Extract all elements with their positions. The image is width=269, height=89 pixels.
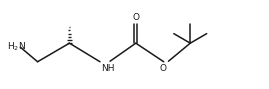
Text: NH: NH	[101, 64, 115, 73]
Text: $\mathregular{H_2N}$: $\mathregular{H_2N}$	[6, 41, 26, 53]
Text: O: O	[160, 64, 167, 73]
Text: O: O	[132, 13, 139, 22]
